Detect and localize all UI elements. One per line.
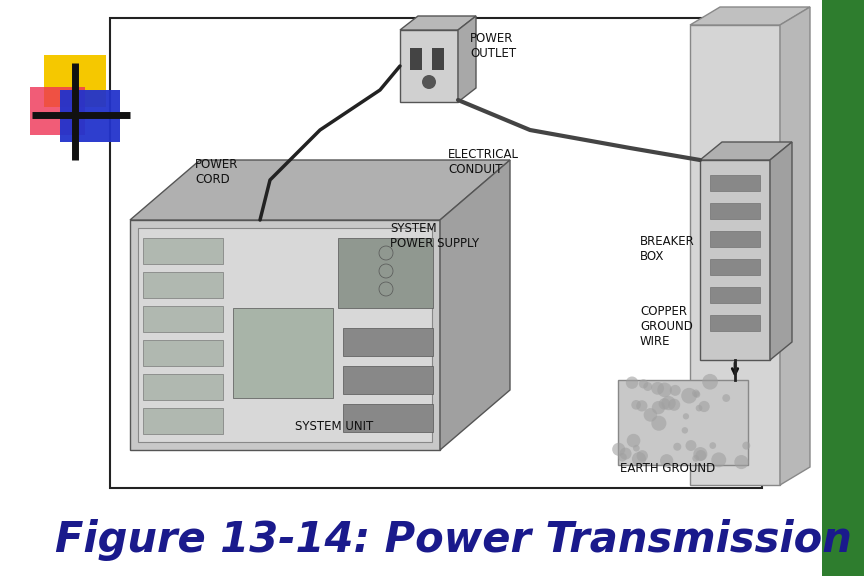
Circle shape [651, 382, 664, 395]
Circle shape [626, 377, 638, 389]
Polygon shape [440, 160, 510, 450]
Circle shape [742, 442, 750, 450]
Circle shape [632, 400, 641, 410]
Bar [143, 340, 223, 366]
Circle shape [619, 448, 632, 460]
Bar [690, 25, 780, 485]
Bar [343, 404, 433, 432]
Circle shape [693, 447, 708, 461]
Circle shape [682, 427, 688, 434]
Bar [710, 175, 760, 191]
Polygon shape [700, 142, 792, 160]
Circle shape [670, 385, 681, 396]
Polygon shape [130, 160, 510, 220]
Bar [343, 366, 433, 394]
Bar [710, 259, 760, 275]
Bar [110, 18, 762, 488]
Polygon shape [780, 7, 810, 485]
Bar [343, 328, 433, 356]
Polygon shape [400, 16, 476, 30]
Circle shape [722, 394, 730, 402]
Circle shape [734, 455, 748, 469]
Bar [143, 408, 223, 434]
Circle shape [692, 389, 700, 397]
Text: POWER
OUTLET: POWER OUTLET [470, 32, 516, 60]
Bar [338, 238, 433, 308]
Circle shape [613, 443, 626, 456]
Bar [710, 231, 760, 247]
Bar [233, 308, 333, 398]
Circle shape [709, 442, 716, 449]
Circle shape [626, 434, 640, 448]
Bar [60, 90, 120, 142]
Bar [432, 48, 444, 70]
Circle shape [681, 388, 697, 404]
Circle shape [636, 400, 647, 411]
Circle shape [661, 396, 676, 410]
Circle shape [696, 405, 702, 411]
Text: ELECTRICAL
CONDUIT: ELECTRICAL CONDUIT [448, 148, 519, 176]
Circle shape [696, 450, 706, 461]
Bar [143, 374, 223, 400]
Circle shape [651, 416, 666, 431]
Circle shape [685, 440, 696, 451]
Bar [44, 55, 106, 107]
Circle shape [632, 452, 646, 466]
Circle shape [683, 413, 689, 419]
Circle shape [694, 391, 701, 398]
Bar [138, 228, 432, 442]
Text: COPPER
GROUND
WIRE: COPPER GROUND WIRE [640, 305, 693, 348]
Text: SYSTEM UNIT: SYSTEM UNIT [295, 420, 373, 433]
Bar [143, 272, 223, 298]
Bar [710, 315, 760, 331]
Circle shape [644, 382, 652, 391]
Circle shape [668, 399, 680, 411]
Bar [618, 380, 748, 465]
Circle shape [633, 445, 639, 452]
Circle shape [660, 454, 673, 468]
Polygon shape [458, 16, 476, 102]
Polygon shape [130, 220, 440, 450]
Circle shape [711, 452, 727, 467]
Circle shape [422, 75, 436, 89]
Circle shape [638, 379, 648, 388]
Text: POWER
CORD: POWER CORD [195, 158, 238, 186]
Circle shape [618, 453, 626, 461]
Bar [30, 87, 85, 135]
Circle shape [644, 408, 658, 422]
Text: SYSTEM
POWER SUPPLY: SYSTEM POWER SUPPLY [390, 222, 480, 250]
Polygon shape [770, 142, 792, 360]
Circle shape [637, 450, 648, 461]
Bar [822, 0, 864, 576]
Text: BREAKER
BOX: BREAKER BOX [640, 235, 695, 263]
Bar [700, 160, 770, 360]
Bar [710, 287, 760, 303]
Circle shape [658, 398, 670, 410]
Bar [143, 238, 223, 264]
Bar [143, 306, 223, 332]
Circle shape [698, 401, 709, 412]
Bar [410, 48, 422, 70]
Circle shape [673, 443, 682, 451]
Circle shape [692, 455, 699, 462]
Circle shape [651, 401, 665, 414]
Bar [710, 203, 760, 219]
Bar [400, 30, 458, 102]
Circle shape [702, 374, 718, 389]
Circle shape [658, 382, 672, 397]
Text: EARTH GROUND: EARTH GROUND [620, 462, 715, 475]
Polygon shape [690, 7, 810, 25]
Text: Figure 13-14: Power Transmission System: Figure 13-14: Power Transmission System [55, 519, 864, 561]
